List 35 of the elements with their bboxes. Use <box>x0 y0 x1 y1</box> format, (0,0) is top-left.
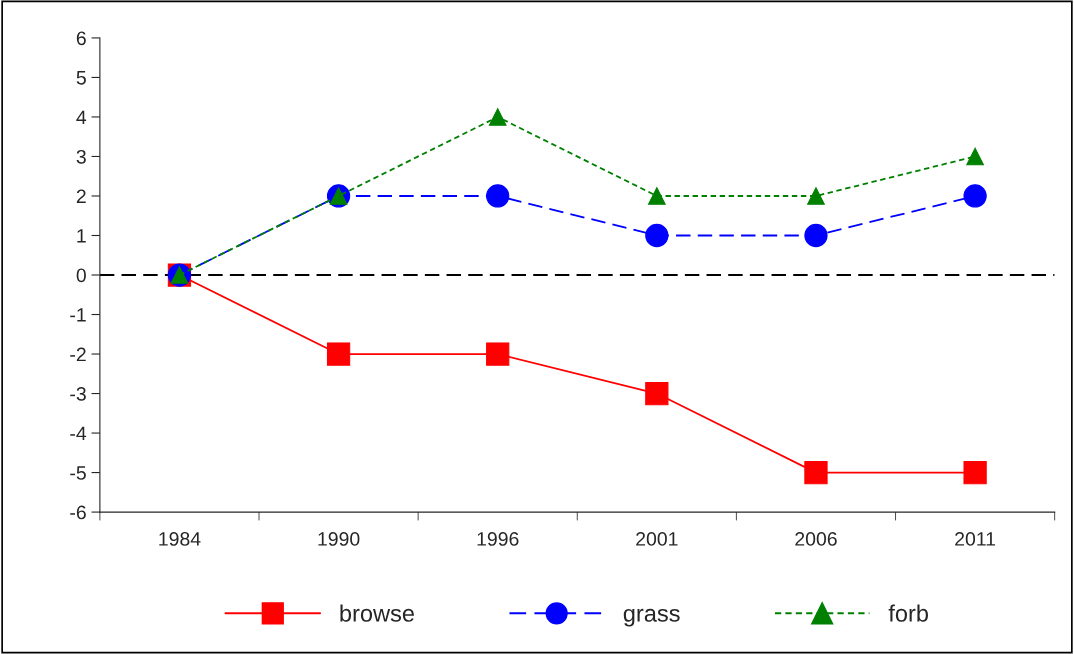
y-tick-label: -1 <box>70 308 86 322</box>
legend-label: browse <box>340 604 414 622</box>
y-tick-label: -3 <box>70 387 86 401</box>
x-tick-label: 1984 <box>159 532 201 546</box>
x-tick-label: 2006 <box>795 532 837 546</box>
point <box>326 342 351 366</box>
point <box>804 223 828 248</box>
y-tick-label: -4 <box>70 426 87 441</box>
point <box>645 223 669 248</box>
y-tick-label: -2 <box>70 347 86 362</box>
x-tick-label: 2001 <box>636 532 678 546</box>
y-tick-label: 5 <box>76 71 86 85</box>
point <box>645 381 669 406</box>
point <box>966 147 984 166</box>
x-tick-label: 1996 <box>477 532 519 546</box>
point <box>804 460 828 485</box>
y-tick-label: 2 <box>76 189 86 204</box>
x-tick-label: 2011 <box>955 532 996 546</box>
point <box>647 187 666 205</box>
y-tick-label: 6 <box>76 31 86 46</box>
legend-label: grass <box>623 608 680 627</box>
y-tick-label: -5 <box>70 466 86 480</box>
point <box>963 184 987 208</box>
y-tick-label: -6 <box>70 505 86 520</box>
point <box>807 187 825 205</box>
point <box>486 184 510 208</box>
y-tick-label: 1 <box>77 229 86 243</box>
y-tick-label: 3 <box>76 149 86 164</box>
point <box>486 342 510 366</box>
y-tick-label: 4 <box>76 110 87 124</box>
legend-label: forb <box>888 604 928 622</box>
x-tick-label: 1990 <box>318 532 360 546</box>
y-tick-label: 0 <box>76 268 86 283</box>
point <box>488 108 507 126</box>
point <box>963 460 987 485</box>
